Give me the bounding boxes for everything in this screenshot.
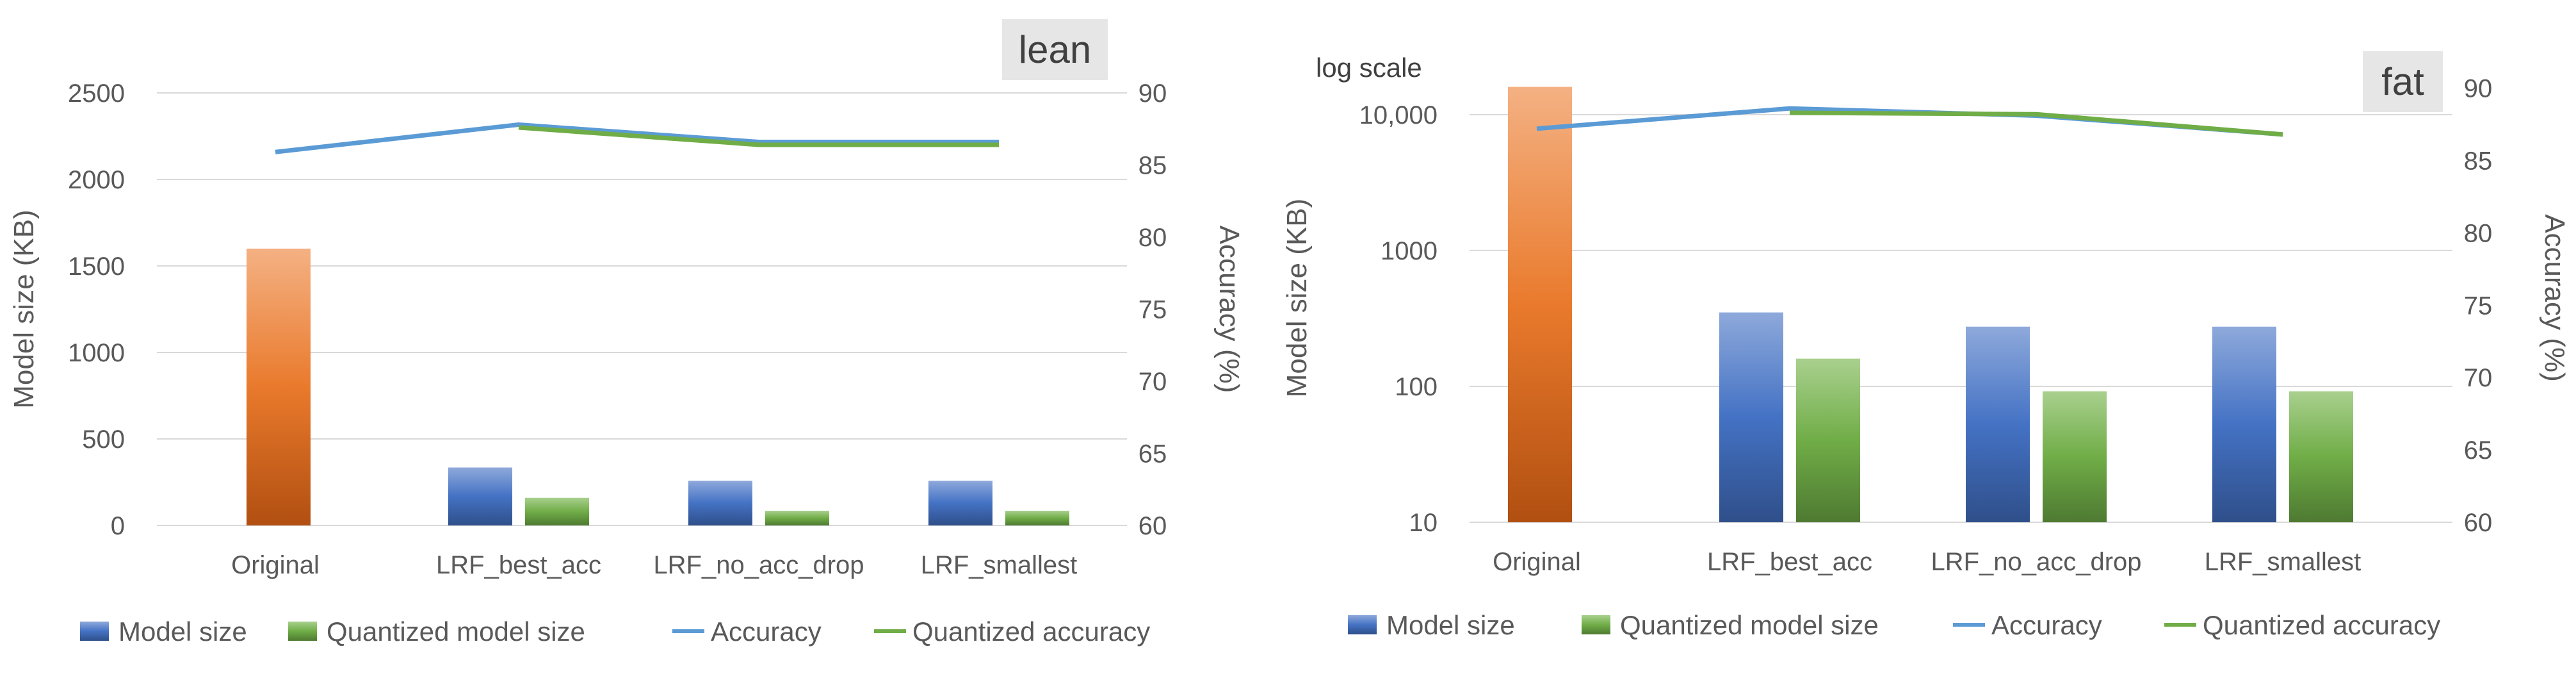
panel-tag-box <box>1002 19 1108 80</box>
legend-label: Model size <box>118 616 247 647</box>
y-tick-label: 2500 <box>68 79 125 108</box>
bar-model-size <box>688 481 752 525</box>
y-tick-label: 100 <box>1395 373 1438 401</box>
panel-tag-box <box>2363 51 2443 112</box>
panel-tag-label: fat <box>2381 60 2424 103</box>
legend-label: Quantized accuracy <box>2203 610 2440 640</box>
legend: Model size Quantized model size Accuracy Qu… <box>1348 610 2440 640</box>
legend-label: Quantized accuracy <box>912 616 1150 647</box>
y-tick-label: 1500 <box>68 252 125 281</box>
x-tick-label: LRF_best_acc <box>436 551 601 579</box>
scale-note: log scale <box>1316 53 1422 83</box>
x-tick-label: LRF_smallest <box>921 551 1078 579</box>
x-tick-label: Original <box>1493 548 1581 576</box>
chart-panel-lean: 0 500 1000 1500 2000 2500 60 65 70 75 80 85 90 Model … <box>8 19 1245 647</box>
bar-quantized-model-size <box>2043 391 2107 522</box>
y2-tick-label: 90 <box>1138 79 1167 108</box>
legend-swatch-quantized-model-size <box>1582 615 1610 634</box>
legend-swatch-model-size <box>80 622 109 641</box>
bar-model-size <box>1719 312 1783 522</box>
x-tick-label: LRF_best_acc <box>1707 548 1872 576</box>
y2-axis-title: Accuracy (%) <box>1213 226 1245 393</box>
y2-tick-label: 80 <box>2464 219 2493 247</box>
y2-tick-label: 70 <box>2464 364 2493 392</box>
bar-model-size <box>1966 326 2030 522</box>
legend-label: Quantized model size <box>327 616 585 647</box>
legend-label: Accuracy <box>711 616 822 647</box>
y2-tick-label: 70 <box>1138 368 1167 396</box>
y-tick-label: 2000 <box>68 166 125 194</box>
x-tick-label: LRF_no_acc_drop <box>653 551 864 579</box>
legend-swatch-quantized-model-size <box>288 622 317 641</box>
y2-tick-label: 80 <box>1138 224 1167 252</box>
legend-label: Accuracy <box>1991 610 2102 640</box>
y-tick-label: 500 <box>82 425 125 454</box>
y-tick-label: 10,000 <box>1359 101 1438 129</box>
y-tick-label: 1000 <box>1381 237 1438 265</box>
bar-model-size <box>448 467 512 525</box>
line-quantized-accuracy <box>1789 110 2283 137</box>
chart-panel-fat: 10 100 1000 10,000 60 65 70 75 80 85 90 Model size … <box>1281 51 2570 640</box>
x-tick-label: LRF_smallest <box>2205 548 2361 576</box>
line-accuracy <box>275 122 999 154</box>
y-tick-label: 0 <box>111 512 125 540</box>
legend-swatch-model-size <box>1348 615 1377 634</box>
bar-model-size <box>247 249 311 525</box>
line-quantized-accuracy <box>518 125 999 147</box>
legend-label: Quantized model size <box>1620 610 1879 640</box>
y2-tick-label: 85 <box>2464 147 2493 175</box>
bar-model-size <box>928 481 992 525</box>
y2-tick-label: 65 <box>1138 440 1167 468</box>
y2-tick-label: 60 <box>2464 509 2493 537</box>
y2-tick-label: 75 <box>2464 292 2493 320</box>
bar-quantized-model-size <box>1796 358 1860 522</box>
y2-tick-label: 75 <box>1138 296 1167 324</box>
bar-quantized-model-size <box>2289 391 2353 522</box>
bar-quantized-model-size <box>525 497 589 525</box>
bar-quantized-model-size <box>1005 511 1069 525</box>
y-tick-label: 1000 <box>68 339 125 367</box>
legend: Model size Quantized model size Accuracy Qu… <box>80 616 1150 647</box>
panel-tag-label: lean <box>1019 28 1091 71</box>
y2-tick-label: 90 <box>2464 75 2493 103</box>
bar-model-size <box>1508 87 1572 522</box>
legend-label: Model size <box>1386 610 1515 640</box>
y2-tick-label: 85 <box>1138 152 1167 180</box>
x-tick-label: LRF_no_acc_drop <box>1931 548 2141 576</box>
y2-tick-label: 60 <box>1138 512 1167 540</box>
y2-axis-title: Accuracy (%) <box>2539 214 2570 382</box>
y-axis-title: Model size (KB) <box>8 210 40 409</box>
y2-tick-label: 65 <box>2464 436 2493 465</box>
y-tick-label: 10 <box>1409 509 1438 537</box>
bar-quantized-model-size <box>765 511 829 525</box>
bar-model-size <box>2212 326 2276 522</box>
y-axis-title: Model size (KB) <box>1281 199 1313 398</box>
x-tick-label: Original <box>231 551 320 579</box>
